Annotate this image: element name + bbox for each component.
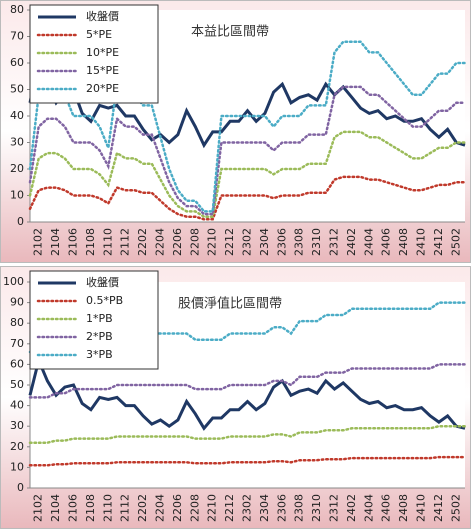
x-tick-label: 2308 <box>293 228 306 256</box>
x-tick-label: 2310 <box>310 494 323 522</box>
y-tick-label: 10 <box>10 189 24 202</box>
y-tick-label: 80 <box>10 316 24 329</box>
x-tick-label: 2406 <box>380 228 393 256</box>
x-tick-label: 2112 <box>119 228 132 256</box>
legend-label: 1*PB <box>86 312 113 325</box>
x-tick-label: 2104 <box>49 228 62 256</box>
y-tick-label: 80 <box>10 3 24 16</box>
series-line <box>28 355 466 431</box>
x-tick-label: 2502 <box>449 494 462 522</box>
x-tick-label: 2206 <box>171 228 184 256</box>
y-tick-label: 70 <box>10 337 24 350</box>
x-tick-label: 2308 <box>293 494 306 522</box>
x-tick-label: 2208 <box>188 494 201 522</box>
chart-title: 股價淨值比區間帶 <box>178 296 282 312</box>
y-tick-label: 90 <box>10 296 24 309</box>
legend-label: 3*PB <box>86 348 113 361</box>
legend-label: 0.5*PB <box>86 294 123 307</box>
x-tick-label: 2202 <box>136 494 149 522</box>
x-tick-label: 2312 <box>328 228 341 256</box>
series-line <box>28 455 467 467</box>
x-tick-label: 2404 <box>362 494 375 522</box>
y-tick-label: 60 <box>10 56 24 69</box>
x-tick-label: 2204 <box>154 494 167 522</box>
legend-label: 20*PE <box>86 82 119 95</box>
series-line <box>28 51 466 149</box>
chart-panel: 0 10 20 30 40 50 60 70 80 2102 2104 2106 2108 2110 211… <box>0 0 471 263</box>
x-tick-label: 2108 <box>84 228 97 256</box>
x-tick-label: 2306 <box>275 228 288 256</box>
y-tick-label: 50 <box>10 83 24 96</box>
x-tick-label: 2210 <box>206 228 219 256</box>
x-tick-label: 2402 <box>345 228 358 256</box>
x-tick-label: 2110 <box>101 228 114 256</box>
x-tick-label: 2102 <box>32 494 45 522</box>
x-tick-label: 2402 <box>345 494 358 522</box>
x-tick-label: 2412 <box>432 494 445 522</box>
series-line <box>28 363 467 399</box>
x-tick-label: 2302 <box>241 228 254 256</box>
x-tick-label: 2212 <box>223 494 236 522</box>
y-tick-label: 50 <box>10 378 24 391</box>
x-tick-label: 2304 <box>258 494 271 522</box>
series-line <box>28 40 467 213</box>
legend-label: 15*PE <box>86 64 119 77</box>
x-tick-label: 2106 <box>67 228 80 256</box>
x-tick-label: 2412 <box>432 228 445 256</box>
series-line <box>28 85 467 216</box>
y-tick-label: 0 <box>17 481 24 494</box>
y-tick-label: 30 <box>10 136 24 149</box>
x-tick-label: 2112 <box>119 494 132 522</box>
x-tick-label: 2202 <box>136 228 149 256</box>
x-tick-label: 2102 <box>32 228 45 256</box>
y-tick-label: 30 <box>10 419 24 432</box>
x-tick-label: 2410 <box>415 228 428 256</box>
legend-label: 2*PB <box>86 330 113 343</box>
y-tick-label: 10 <box>10 460 24 473</box>
x-tick-label: 2408 <box>397 494 410 522</box>
chart-panel: 0 10 20 30 40 50 60 70 80 90 100 2102 2104 2106 2108 21… <box>0 266 471 529</box>
x-tick-label: 2404 <box>362 228 375 256</box>
x-tick-label: 2108 <box>84 494 97 522</box>
x-tick-label: 2104 <box>49 494 62 522</box>
x-tick-label: 2502 <box>449 228 462 256</box>
y-tick-label: 70 <box>10 30 24 43</box>
x-tick-label: 2312 <box>328 494 341 522</box>
y-tick-label: 60 <box>10 357 24 370</box>
x-tick-label: 2110 <box>101 494 114 522</box>
legend-label: 10*PE <box>86 46 119 59</box>
y-tick-label: 40 <box>10 109 24 122</box>
y-tick-label: 20 <box>10 162 24 175</box>
x-tick-label: 2302 <box>241 494 254 522</box>
y-tick-label: 40 <box>10 399 24 412</box>
y-tick-label: 100 <box>3 275 24 288</box>
x-tick-label: 2410 <box>415 494 428 522</box>
y-tick-label: 0 <box>17 215 24 228</box>
x-tick-label: 2212 <box>223 228 236 256</box>
x-tick-label: 2306 <box>275 494 288 522</box>
x-tick-label: 2304 <box>258 228 271 256</box>
y-tick-label: 20 <box>10 440 24 453</box>
legend-label: 收盤價 <box>86 9 119 23</box>
series-line <box>28 130 467 218</box>
series-line <box>28 424 467 444</box>
legend-label: 收盤價 <box>86 275 119 289</box>
x-tick-label: 2206 <box>171 494 184 522</box>
x-tick-label: 2408 <box>397 228 410 256</box>
chart-title: 本益比區間帶 <box>191 25 269 40</box>
series-line <box>28 175 467 221</box>
x-tick-label: 2106 <box>67 494 80 522</box>
x-tick-label: 2310 <box>310 228 323 256</box>
legend-label: 5*PE <box>86 28 112 41</box>
x-tick-label: 2208 <box>188 228 201 256</box>
x-tick-label: 2210 <box>206 494 219 522</box>
x-tick-label: 2204 <box>154 228 167 256</box>
x-tick-label: 2406 <box>380 494 393 522</box>
